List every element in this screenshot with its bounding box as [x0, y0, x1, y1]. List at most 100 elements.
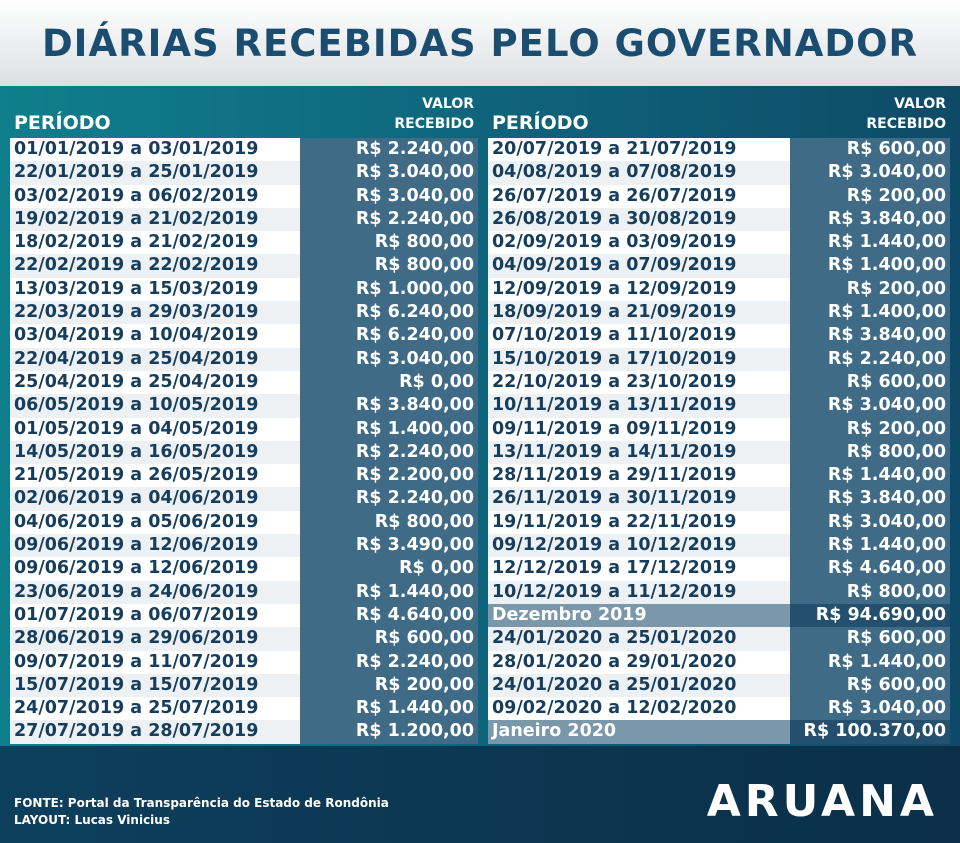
table-row: 22/01/2019 a 25/01/2019 R$ 3.040,00	[10, 161, 478, 185]
total-row: Janeiro 2020 R$ 100.370,00	[488, 720, 950, 744]
period-cell: 04/09/2019 a 07/09/2019	[488, 254, 790, 278]
period-cell: 06/05/2019 a 10/05/2019	[10, 394, 300, 418]
table-row: 15/07/2019 a 15/07/2019 R$ 200,00	[10, 673, 478, 698]
period-cell: 21/05/2019 a 26/05/2019	[10, 464, 300, 488]
table-row: 28/11/2019 a 29/11/2019 R$ 1.440,00	[488, 464, 950, 488]
value-cell: R$ 3.040,00	[790, 161, 950, 185]
period-cell: 24/07/2019 a 25/07/2019	[10, 697, 300, 721]
value-cell: R$ 0,00	[300, 557, 478, 581]
period-cell: 02/06/2019 a 04/06/2019	[10, 487, 300, 511]
value-cell: R$ 1.440,00	[300, 697, 478, 721]
value-cell: R$ 3.490,00	[300, 534, 478, 558]
value-cell: R$ 3.840,00	[790, 207, 950, 232]
value-cell: R$ 600,00	[790, 627, 950, 651]
value-cell: R$ 800,00	[790, 580, 950, 604]
table-row: 09/07/2019 a 11/07/2019 R$ 2.240,00	[10, 650, 478, 674]
value-cell: R$ 1.000,00	[300, 277, 478, 302]
table-row: 12/09/2019 a 12/09/2019 R$ 200,00	[488, 277, 950, 302]
table-row: 10/12/2019 a 11/12/2019 R$ 800,00	[488, 580, 950, 604]
table-row: 09/06/2019 a 12/06/2019 R$ 3.490,00	[10, 534, 478, 558]
value-cell: R$ 1.440,00	[790, 534, 950, 558]
value-cell: R$ 1.400,00	[790, 254, 950, 278]
period-cell: 09/06/2019 a 12/06/2019	[10, 534, 300, 558]
value-cell: R$ 3.040,00	[300, 347, 478, 371]
value-cell: R$ 2.240,00	[300, 440, 478, 465]
table-row: 19/02/2019 a 21/02/2019 R$ 2.240,00	[10, 207, 478, 232]
period-cell: 26/11/2019 a 30/11/2019	[488, 487, 790, 511]
period-cell: 07/10/2019 a 11/10/2019	[488, 324, 790, 348]
period-cell: 18/02/2019 a 21/02/2019	[10, 231, 300, 255]
value-cell: R$ 3.840,00	[790, 324, 950, 348]
table-body: 20/07/2019 a 21/07/2019 R$ 600,00 04/08/20…	[488, 138, 950, 744]
period-cell: 10/11/2019 a 13/11/2019	[488, 394, 790, 418]
aruana-logo: ARUANA	[706, 776, 938, 827]
period-cell: Dezembro 2019	[488, 603, 790, 628]
value-header-line2: RECEBIDO	[866, 116, 946, 132]
period-cell: 24/01/2020 a 25/01/2020	[488, 673, 790, 698]
period-cell: 18/09/2019 a 21/09/2019	[488, 301, 790, 325]
value-cell: R$ 6.240,00	[300, 324, 478, 348]
period-cell: 28/06/2019 a 29/06/2019	[10, 627, 300, 651]
table-header: PERÍODO VALOR RECEBIDO	[488, 86, 950, 138]
value-cell: R$ 200,00	[790, 417, 950, 441]
period-cell: 28/01/2020 a 29/01/2020	[488, 650, 790, 674]
table-row: 18/02/2019 a 21/02/2019 R$ 800,00	[10, 231, 478, 255]
value-header-line2: RECEBIDO	[394, 116, 474, 132]
period-cell: 09/02/2020 a 12/02/2020	[488, 697, 790, 721]
table-row: 13/11/2019 a 14/11/2019 R$ 800,00	[488, 440, 950, 465]
table-row: 01/05/2019 a 04/05/2019 R$ 1.400,00	[10, 417, 478, 441]
table-row: 26/07/2019 a 26/07/2019 R$ 200,00	[488, 184, 950, 208]
period-cell: 22/10/2019 a 23/10/2019	[488, 370, 790, 395]
table-row: 22/10/2019 a 23/10/2019 R$ 600,00	[488, 370, 950, 395]
value-cell: R$ 1.440,00	[790, 231, 950, 255]
period-cell: 03/04/2019 a 10/04/2019	[10, 324, 300, 348]
period-cell: 25/04/2019 a 25/04/2019	[10, 370, 300, 395]
table-row: 13/03/2019 a 15/03/2019 R$ 1.000,00	[10, 277, 478, 302]
period-cell: 03/02/2019 a 06/02/2019	[10, 184, 300, 208]
value-cell: R$ 800,00	[300, 254, 478, 278]
table-row: 22/04/2019 a 25/04/2019 R$ 3.040,00	[10, 347, 478, 371]
value-header-line1: VALOR	[894, 96, 946, 112]
table-row: 22/03/2019 a 29/03/2019 R$ 6.240,00	[10, 301, 478, 325]
period-cell: 09/11/2019 a 09/11/2019	[488, 417, 790, 441]
table-row: 26/11/2019 a 30/11/2019 R$ 3.840,00	[488, 487, 950, 511]
table-row: 01/01/2019 a 03/01/2019 R$ 2.240,00	[10, 138, 478, 162]
table-row: 21/05/2019 a 26/05/2019 R$ 2.200,00	[10, 464, 478, 488]
table-row: 28/06/2019 a 29/06/2019 R$ 600,00	[10, 627, 478, 651]
value-cell: R$ 1.400,00	[790, 301, 950, 325]
period-cell: 28/11/2019 a 29/11/2019	[488, 464, 790, 488]
value-cell: R$ 3.040,00	[790, 510, 950, 535]
table-row: 06/05/2019 a 10/05/2019 R$ 3.840,00	[10, 394, 478, 418]
period-header: PERÍODO	[492, 112, 589, 134]
value-cell: R$ 0,00	[300, 370, 478, 395]
value-cell: R$ 3.840,00	[300, 394, 478, 418]
value-cell: R$ 1.440,00	[300, 580, 478, 604]
title-bar: DIÁRIAS RECEBIDAS PELO GOVERNADOR	[0, 0, 960, 86]
period-cell: 23/06/2019 a 24/06/2019	[10, 580, 300, 604]
period-cell: 10/12/2019 a 11/12/2019	[488, 580, 790, 604]
table-row: 09/02/2020 a 12/02/2020 R$ 3.040,00	[488, 697, 950, 721]
table-row: 25/04/2019 a 25/04/2019 R$ 0,00	[10, 370, 478, 395]
value-cell: R$ 2.240,00	[300, 138, 478, 162]
table-row: 09/11/2019 a 09/11/2019 R$ 200,00	[488, 417, 950, 441]
value-cell: R$ 600,00	[790, 673, 950, 698]
footer: FONTE: Portal da Transparência do Estado…	[0, 746, 960, 843]
table-row: 03/04/2019 a 10/04/2019 R$ 6.240,00	[10, 324, 478, 348]
table-row: 10/11/2019 a 13/11/2019 R$ 3.040,00	[488, 394, 950, 418]
table-row: 14/05/2019 a 16/05/2019 R$ 2.240,00	[10, 440, 478, 465]
table-row: 04/06/2019 a 05/06/2019 R$ 800,00	[10, 510, 478, 535]
table-row: 22/02/2019 a 22/02/2019 R$ 800,00	[10, 254, 478, 278]
period-cell: 01/07/2019 a 06/07/2019	[10, 603, 300, 628]
value-cell: R$ 200,00	[790, 277, 950, 302]
value-cell: R$ 3.040,00	[300, 184, 478, 208]
table-row: 18/09/2019 a 21/09/2019 R$ 1.400,00	[488, 301, 950, 325]
period-cell: 20/07/2019 a 21/07/2019	[488, 138, 790, 162]
value-cell: R$ 200,00	[300, 673, 478, 698]
table-row: 03/02/2019 a 06/02/2019 R$ 3.040,00	[10, 184, 478, 208]
value-cell: R$ 2.240,00	[300, 207, 478, 232]
value-cell: R$ 600,00	[790, 370, 950, 395]
value-cell: R$ 200,00	[790, 184, 950, 208]
period-header: PERÍODO	[14, 112, 111, 134]
period-cell: 19/11/2019 a 22/11/2019	[488, 510, 790, 535]
right-table: PERÍODO VALOR RECEBIDO 20/07/2019 a 21/07…	[488, 86, 950, 744]
